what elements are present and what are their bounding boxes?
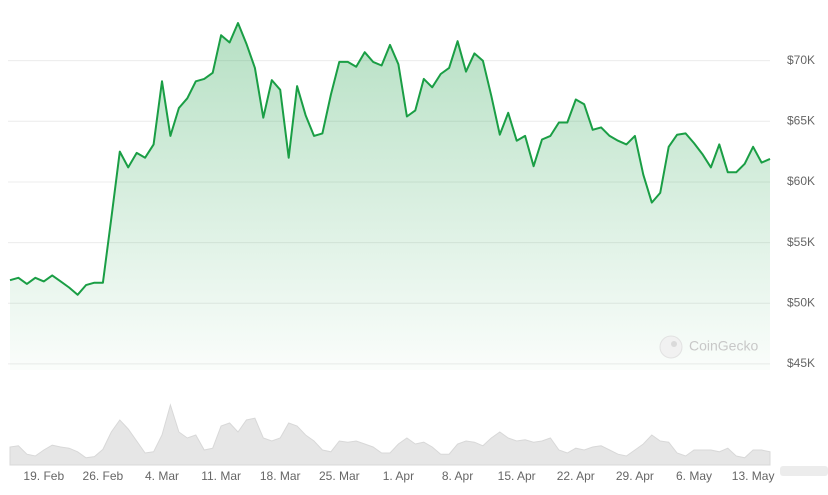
watermark-logo (659, 335, 683, 359)
volume-area (9, 403, 771, 466)
x-tick-label: 15. Apr (498, 469, 536, 483)
y-tick-label: $45K (787, 356, 815, 370)
y-tick-label: $65K (787, 113, 815, 127)
x-tick-label: 25. Mar (319, 469, 360, 483)
price-area (10, 23, 770, 370)
x-tick-label: 22. Apr (557, 469, 595, 483)
watermark: CoinGecko (659, 335, 758, 359)
x-tick-label: 1. Apr (383, 469, 414, 483)
x-tick-label: 26. Feb (83, 469, 124, 483)
price-line (9, 22, 771, 296)
x-tick-label: 19. Feb (23, 469, 64, 483)
x-tick-label: 8. Apr (442, 469, 473, 483)
x-tick-label: 11. Mar (201, 469, 241, 483)
x-tick-label: 29. Apr (616, 469, 654, 483)
x-tick-label: 4. Mar (145, 469, 179, 483)
x-tick-label: 6. May (676, 469, 712, 483)
scrollbar (780, 466, 828, 476)
watermark-text: CoinGecko (689, 338, 758, 354)
x-tick-label: 13. May (732, 469, 775, 483)
y-tick-label: $50K (787, 295, 815, 309)
watermark-logo-eye (671, 341, 677, 347)
x-tick-label: 18. Mar (260, 469, 301, 483)
y-tick-label: $60K (787, 174, 815, 188)
y-tick-label: $55K (787, 235, 815, 249)
y-tick-label: $70K (787, 53, 815, 67)
